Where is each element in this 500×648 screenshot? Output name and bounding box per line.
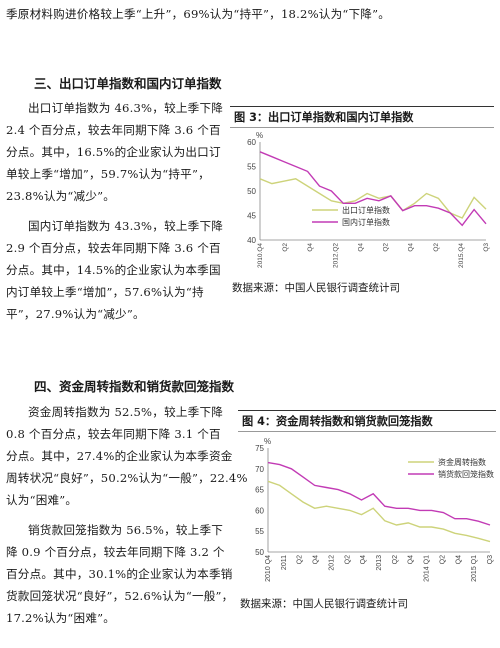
paragraph-line: 国内订单指数为 43.3%，较上季下降 xyxy=(28,219,224,233)
x-tick-label: Q4 xyxy=(307,243,314,252)
paragraph-line: 销货款回笼指数为 56.5%，较上季下 xyxy=(28,523,224,537)
x-tick-label: 2010 Q4 xyxy=(265,555,272,582)
paragraph-line: 23.8%认为“减少”。 xyxy=(6,189,116,203)
y-tick-label: 45 xyxy=(247,212,256,221)
legend-label: 国内订单指数 xyxy=(342,217,390,227)
x-tick-label: Q2 xyxy=(433,243,440,252)
chart4-source: 数据来源：中国人民银行调查统计司 xyxy=(240,598,408,610)
paragraph-line: 内订单较上季“增加”，57.6%认为“持 xyxy=(6,285,204,299)
y-tick-label: 50 xyxy=(255,548,264,557)
x-tick-label: Q2 xyxy=(282,243,289,252)
paragraph-line: 出口订单指数为 46.3%，较上季下降 xyxy=(28,101,224,115)
y-tick-label: 65 xyxy=(255,486,264,495)
paragraph-line: 资金周转指数为 52.5%，较上季下降 xyxy=(28,405,224,419)
series-line-2 xyxy=(267,461,491,526)
x-tick-label: Q4 xyxy=(408,243,415,252)
x-tick-label: 2013 xyxy=(376,555,383,571)
series-line-1 xyxy=(259,178,487,219)
x-tick-label: 2014 Q1 xyxy=(424,555,431,582)
paragraph-line: 单较上季“增加”，59.7%认为“持平”， xyxy=(6,167,210,181)
legend-label: 销货款回笼指数 xyxy=(438,469,494,479)
paragraph-line: 平”，27.9%认为“减少”。 xyxy=(6,307,145,321)
y-tick-label: 55 xyxy=(247,163,256,172)
x-tick-label: 2012 xyxy=(328,555,335,571)
y-tick-label: 75 xyxy=(255,444,264,453)
paragraph-line: 分点。其中，14.5%的企业家认为本季国 xyxy=(6,263,221,277)
x-tick-label: Q4 xyxy=(360,555,367,564)
y-tick-label: 55 xyxy=(255,527,264,536)
paragraph-line: 认为“困难”。 xyxy=(6,493,78,507)
paragraph-line: 0.8 个百分点，较去年同期下降 3.1 个百 xyxy=(6,427,221,441)
legend-label: 出口订单指数 xyxy=(342,205,390,215)
chart3: 图 3：出口订单指数和国内订单指数 % 60 55 50 45 40 2010.Q4 Q2 Q4… xyxy=(230,106,494,294)
paragraph-line: 17.2%认为“困难”。 xyxy=(6,611,116,625)
chart3-title: 图 3：出口订单指数和国内订单指数 xyxy=(230,106,494,128)
unit-label: % xyxy=(256,131,263,140)
section3-heading: 三、出口订单指数和国内订单指数 xyxy=(34,76,222,91)
top-line: 季原材料购进价格较上季“上升”，69%认为“持平”，18.2%认为“下降”。 xyxy=(6,7,391,21)
unit-label: % xyxy=(264,437,271,446)
legend-label: 资金周转指数 xyxy=(438,457,486,467)
x-tick-label: 2011 xyxy=(281,555,288,570)
paragraph-line: 百分点。其中，30.1%的企业家认为本季销 xyxy=(6,567,233,581)
x-tick-label: 2015.Q4 xyxy=(458,243,465,268)
x-tick-label: Q4 xyxy=(357,243,364,252)
x-tick-label: Q2 xyxy=(297,555,304,564)
y-tick-label: 60 xyxy=(247,138,256,147)
y-tick-label: 50 xyxy=(247,187,256,196)
chart4: 图 4：资金周转指数和销货款回笼指数 % 75 70 65 60 55 50 2010 Q4 2… xyxy=(238,410,496,610)
x-tick-label: 2010.Q4 xyxy=(257,243,264,268)
x-tick-label: Q3 xyxy=(487,555,494,564)
x-tick-label: Q2 xyxy=(439,555,446,564)
series-line-1 xyxy=(267,480,491,543)
y-tick-label: 60 xyxy=(255,506,264,515)
x-tick-label: 2015 Q1 xyxy=(471,555,478,582)
x-tick-label: Q3 xyxy=(483,243,490,252)
paragraph-line: 分点。其中，27.4%的企业家认为本季资金 xyxy=(6,449,233,463)
paragraph-line: 降 0.9 个百分点，较去年同期下降 3.2 个 xyxy=(6,545,225,559)
x-tick-label: Q2 xyxy=(392,555,399,564)
series-line-2 xyxy=(259,151,487,227)
chart3-source: 数据来源：中国人民银行调查统计司 xyxy=(232,282,400,294)
x-tick-label: 2012.Q2 xyxy=(332,243,339,268)
paragraph-line: 货款回笼状况“良好”，52.6%认为“一般”， xyxy=(6,589,234,603)
x-tick-label: Q4 xyxy=(313,555,320,564)
x-tick-label: Q2 xyxy=(344,555,351,564)
chart4-title: 图 4：资金周转指数和销货款回笼指数 xyxy=(238,410,496,432)
y-tick-label: 40 xyxy=(247,236,256,245)
x-tick-label: Q2 xyxy=(383,243,390,252)
paragraph-line: 分点。其中，16.5%的企业家认为出口订 xyxy=(6,145,221,159)
section4-heading: 四、资金周转指数和销货款回笼指数 xyxy=(34,379,235,394)
paragraph-line: 2.9 个百分点，较去年同期下降 3.6 个百 xyxy=(6,241,221,255)
paragraph-line: 2.4 个百分点，较去年同期下降 3.6 个百 xyxy=(6,123,221,137)
y-tick-label: 70 xyxy=(255,465,264,474)
x-tick-label: Q4 xyxy=(408,555,415,564)
x-tick-label: Q4 xyxy=(455,555,462,564)
paragraph-line: 周转状况“良好”，50.2%认为“一般”，22.4% xyxy=(6,471,248,485)
